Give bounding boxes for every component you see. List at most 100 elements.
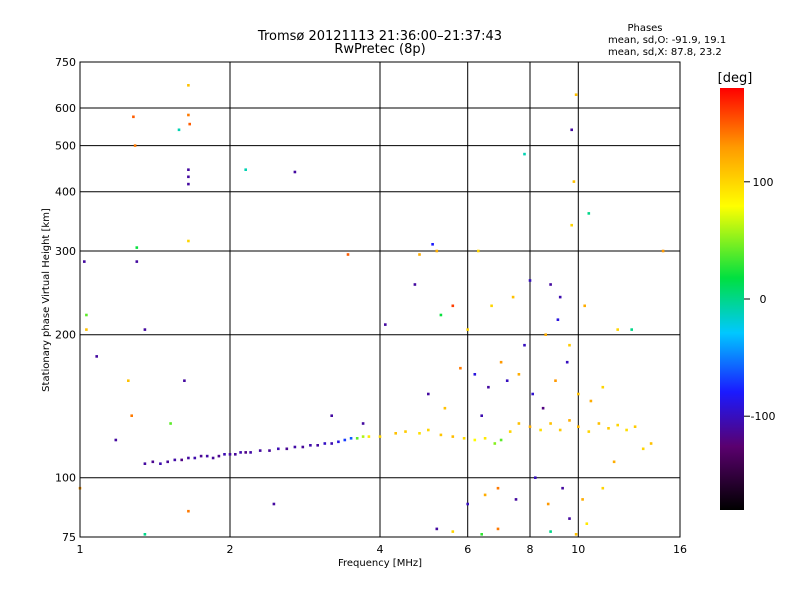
data-point xyxy=(133,144,137,147)
data-point xyxy=(135,260,139,263)
data-point xyxy=(187,84,190,87)
stats-line-x: mean, sd,X: 87.8, 23.2 xyxy=(608,47,722,58)
data-point xyxy=(483,493,487,497)
data-point xyxy=(480,414,483,417)
data-point xyxy=(641,447,645,451)
data-point xyxy=(443,406,447,410)
data-point xyxy=(607,427,610,430)
data-point xyxy=(568,343,571,347)
data-point xyxy=(173,458,177,462)
y-tick-label: 500 xyxy=(55,140,76,153)
data-point xyxy=(293,445,297,449)
x-tick-label: 1 xyxy=(77,543,84,556)
data-point xyxy=(517,422,521,425)
data-point xyxy=(223,453,226,456)
chart-title: Tromsø 20121113 21:36:00–21:37:43 xyxy=(257,29,502,44)
y-tick-label: 300 xyxy=(55,245,76,258)
data-point xyxy=(337,440,340,444)
data-point xyxy=(83,260,86,263)
data-point xyxy=(143,328,147,331)
data-point xyxy=(378,435,382,438)
data-point xyxy=(427,392,430,396)
data-point xyxy=(187,175,190,179)
data-point xyxy=(180,458,183,462)
data-point xyxy=(217,454,221,458)
data-point xyxy=(367,435,371,438)
data-point xyxy=(355,437,359,440)
data-point xyxy=(431,243,434,246)
data-point xyxy=(130,414,133,417)
data-point xyxy=(625,428,628,432)
colorbar xyxy=(720,88,744,510)
chart-subtitle: RwPretec (8p) xyxy=(334,42,425,57)
x-tick-label: 2 xyxy=(227,543,234,556)
x-tick-label: 10 xyxy=(571,543,585,556)
data-point xyxy=(330,414,333,417)
data-point xyxy=(528,279,532,282)
data-point xyxy=(549,530,552,533)
data-point xyxy=(487,385,490,389)
data-point xyxy=(466,328,469,331)
data-point xyxy=(544,333,547,336)
data-point xyxy=(505,379,509,382)
data-point xyxy=(574,93,578,96)
data-point xyxy=(477,249,480,253)
y-tick-label: 600 xyxy=(55,102,76,115)
data-point xyxy=(309,444,312,447)
data-point xyxy=(546,502,550,506)
data-point xyxy=(435,249,439,253)
data-point xyxy=(114,438,118,442)
colorbar-tick-label: 0 xyxy=(760,293,767,306)
y-tick-labels: 75 100 200 300 400 500 600 750 xyxy=(55,56,76,544)
data-point xyxy=(549,283,552,286)
data-point xyxy=(439,433,443,437)
data-point xyxy=(361,435,365,438)
data-point xyxy=(183,379,186,382)
data-point xyxy=(349,437,353,440)
data-point xyxy=(649,442,653,445)
data-point xyxy=(490,304,493,308)
data-point xyxy=(630,328,633,331)
data-point xyxy=(132,115,135,119)
y-axis-label: Stationary phase Virtual Height [km] xyxy=(41,208,52,392)
data-point xyxy=(558,295,562,299)
data-point xyxy=(330,442,333,445)
data-point xyxy=(523,152,526,156)
y-tick-label: 200 xyxy=(55,329,76,342)
data-point xyxy=(187,168,190,171)
data-point xyxy=(572,180,576,183)
data-point xyxy=(583,304,586,308)
data-point xyxy=(462,437,466,440)
data-point xyxy=(211,456,215,460)
plot-frame xyxy=(79,61,681,538)
data-point xyxy=(558,428,562,432)
data-point xyxy=(95,355,98,358)
data-point xyxy=(384,323,387,326)
colorbar-tick-label: 100 xyxy=(753,176,774,189)
y-tick-label: 100 xyxy=(55,472,76,485)
data-point xyxy=(293,170,297,174)
data-points xyxy=(78,84,665,536)
data-point xyxy=(517,373,521,376)
data-point xyxy=(187,182,190,186)
data-point xyxy=(466,502,469,506)
data-point xyxy=(473,373,477,376)
data-point xyxy=(570,223,573,227)
data-point xyxy=(565,360,569,364)
y-tick-label: 750 xyxy=(55,56,76,69)
data-point xyxy=(577,392,580,396)
data-point xyxy=(496,527,500,531)
data-point xyxy=(539,428,542,432)
data-point xyxy=(249,451,252,454)
data-point xyxy=(394,432,397,435)
data-point xyxy=(534,476,537,479)
x-tick-label: 8 xyxy=(527,543,534,556)
x-tick-label: 16 xyxy=(673,543,687,556)
data-point xyxy=(508,430,512,433)
data-point xyxy=(541,406,545,410)
data-point xyxy=(244,168,247,171)
data-point xyxy=(418,432,421,435)
data-point xyxy=(511,295,515,299)
data-point xyxy=(413,283,417,286)
data-point xyxy=(187,456,190,460)
